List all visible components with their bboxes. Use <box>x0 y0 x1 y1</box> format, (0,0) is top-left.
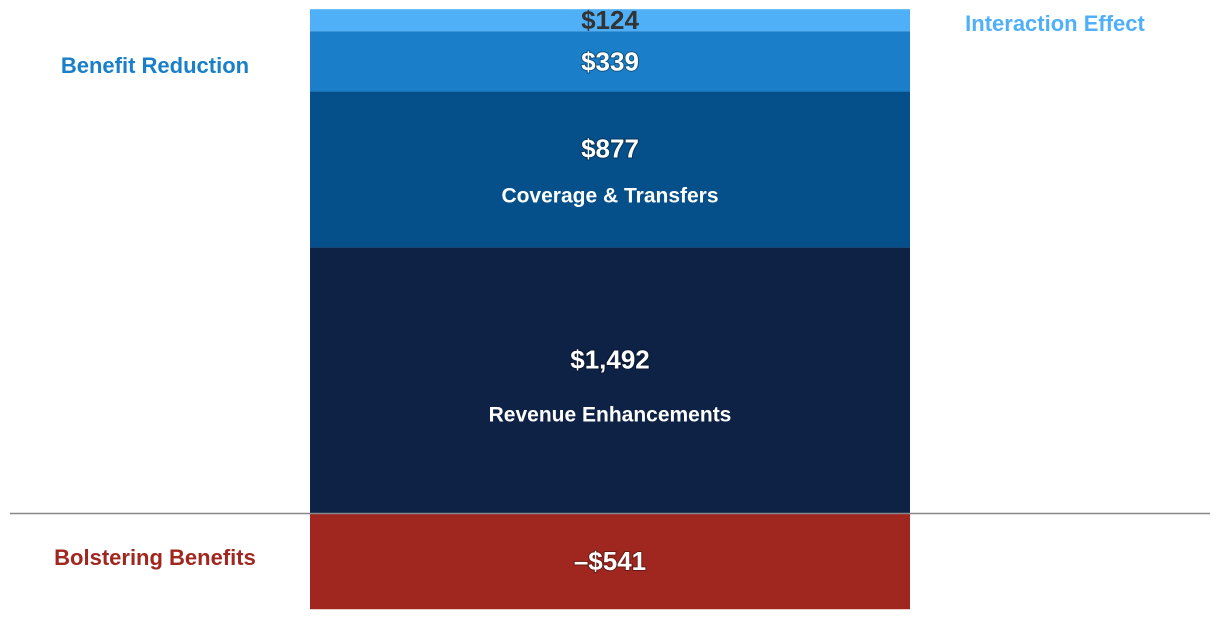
bar-segment-interaction <box>310 9 910 32</box>
side-label-benefit_reduction: Benefit Reduction <box>61 53 249 78</box>
side-label-bolstering: Bolstering Benefits <box>54 545 256 570</box>
bar-segment-revenue <box>310 247 910 514</box>
value-label-coverage: $877 <box>581 134 639 164</box>
category-label-coverage: Coverage & Transfers <box>501 185 718 208</box>
bar-segment-coverage <box>310 91 910 248</box>
bar-segment-benefit_reduction <box>310 31 910 92</box>
category-label-revenue: Revenue Enhancements <box>489 403 732 426</box>
value-label-revenue: $1,492 <box>570 344 650 374</box>
value-label-interaction: $124 <box>581 5 639 35</box>
value-label-bolstering: –$541 <box>574 546 646 576</box>
bar-segment-bolstering <box>310 513 910 610</box>
side-label-interaction: Interaction Effect <box>965 11 1145 36</box>
value-label-benefit_reduction: $339 <box>581 46 639 76</box>
